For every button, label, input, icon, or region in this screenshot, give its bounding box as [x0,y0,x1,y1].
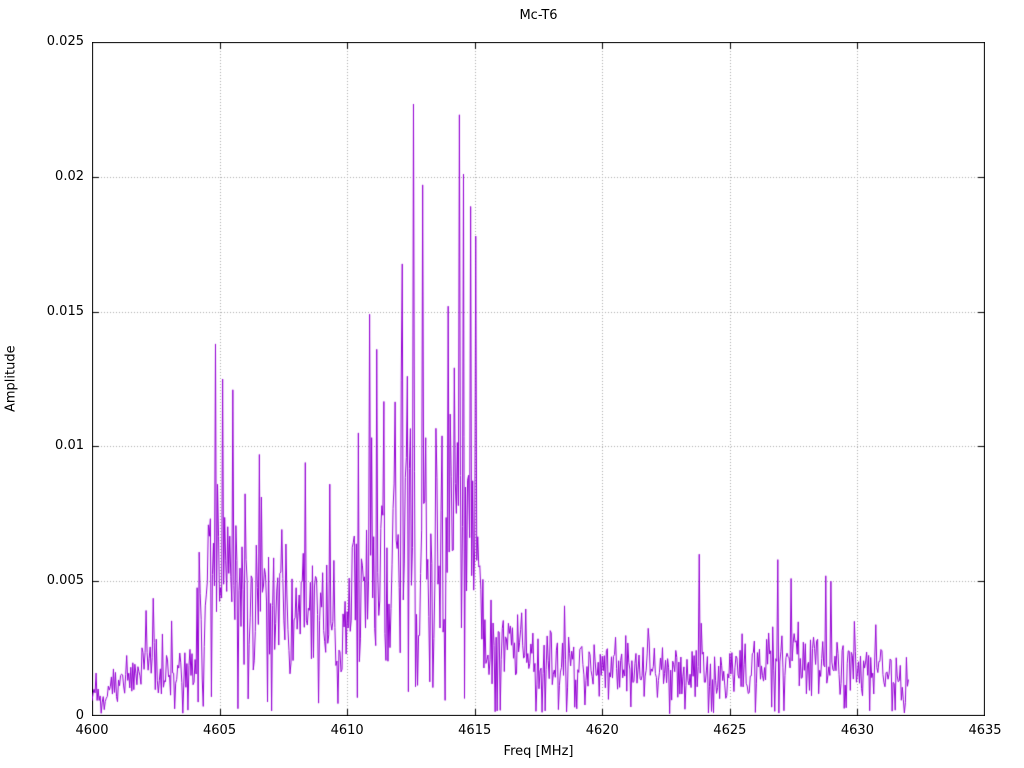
x-tick-label: 4610 [330,723,364,738]
chart-title: Mc-T6 [519,8,558,23]
x-tick-label: 4605 [203,723,237,738]
x-tick-label: 4600 [75,723,109,738]
x-axis-label: Freq [MHz] [503,744,574,759]
y-axis-label: Amplitude [3,345,19,413]
x-tick-label: 4615 [458,723,492,738]
x-tick-label: 4625 [713,723,747,738]
x-tick-label: 4620 [585,723,619,738]
x-tick-label: 4635 [968,723,1002,738]
x-tick-label: 4630 [840,723,874,738]
plot-canvas [92,42,985,716]
